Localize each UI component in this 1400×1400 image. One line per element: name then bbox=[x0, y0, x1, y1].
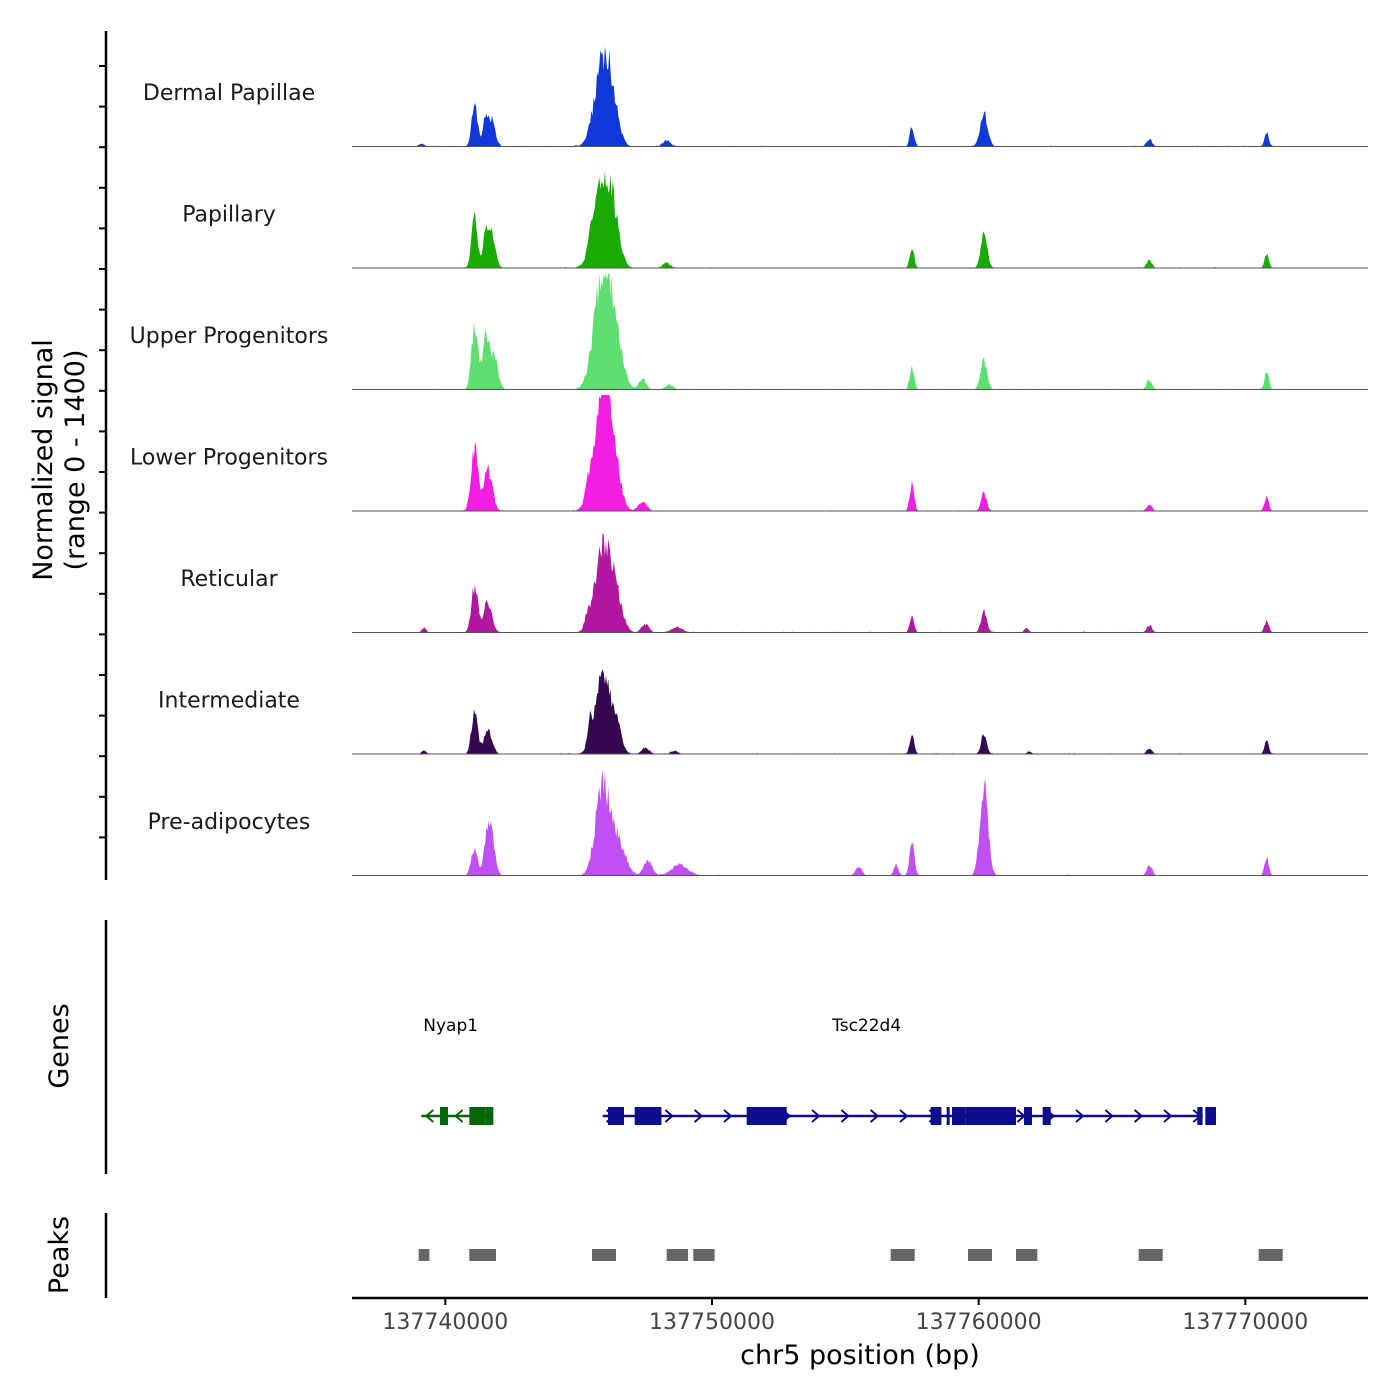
track-2: Papillary bbox=[182, 170, 1368, 269]
gene-label: Tsc22d4 bbox=[831, 1016, 901, 1036]
strand-arrow bbox=[454, 1109, 464, 1123]
genes-track: Nyap1 Tsc22d4 bbox=[421, 1016, 1216, 1125]
position-tick-label: 137750000 bbox=[649, 1310, 775, 1335]
track-label: Dermal Papillae bbox=[143, 81, 315, 106]
peaks-axis-title: Peaks bbox=[44, 1216, 75, 1294]
strand-arrow bbox=[1134, 1109, 1144, 1123]
strand-arrow bbox=[870, 1109, 880, 1123]
exon-block bbox=[952, 1107, 966, 1125]
track-label: Pre-adipocytes bbox=[148, 810, 311, 835]
strand-arrow bbox=[1163, 1109, 1173, 1123]
exon-block bbox=[965, 1107, 1016, 1125]
position-tick-label: 137760000 bbox=[916, 1310, 1042, 1335]
exon-block bbox=[485, 1107, 494, 1125]
exon-block bbox=[746, 1107, 787, 1125]
track-7: Pre-adipocytes bbox=[148, 768, 1368, 876]
peak-region bbox=[469, 1249, 496, 1261]
exon-block bbox=[1024, 1107, 1032, 1125]
track-label: Papillary bbox=[182, 203, 276, 228]
strand-arrow bbox=[840, 1109, 850, 1123]
strand-arrow bbox=[899, 1109, 909, 1123]
exon-block bbox=[440, 1107, 448, 1125]
coverage-area bbox=[352, 768, 1368, 876]
coverage-area bbox=[352, 395, 1368, 511]
strand-arrow bbox=[694, 1109, 704, 1123]
peaks-track bbox=[418, 1249, 1283, 1261]
peak-region bbox=[968, 1249, 992, 1261]
y-axis-title-line1: Normalized signal bbox=[28, 339, 59, 581]
track-label: Lower Progenitors bbox=[130, 446, 328, 471]
gene-nyap1: Nyap1 bbox=[421, 1016, 494, 1125]
peak-region bbox=[592, 1249, 616, 1261]
strand-arrow bbox=[1075, 1109, 1085, 1123]
gene-tsc22d4: Tsc22d4 bbox=[602, 1016, 1216, 1125]
coverage-area bbox=[352, 273, 1368, 390]
track-4: Lower Progenitors bbox=[130, 395, 1368, 512]
track-3: Upper Progenitors bbox=[130, 273, 1368, 390]
exon-block bbox=[946, 1107, 950, 1125]
peak-region bbox=[890, 1249, 915, 1261]
peak-region bbox=[666, 1249, 688, 1261]
track-label: Intermediate bbox=[158, 689, 300, 714]
strand-arrow bbox=[811, 1109, 821, 1123]
strand-arrow bbox=[1104, 1109, 1114, 1123]
peak-region bbox=[693, 1249, 715, 1261]
track-1: Dermal Papillae bbox=[143, 46, 1368, 147]
x-axis-title: chr5 position (bp) bbox=[740, 1340, 980, 1371]
peak-region bbox=[418, 1249, 430, 1261]
genes-axis-title: Genes bbox=[44, 1003, 75, 1088]
position-tick-label: 137740000 bbox=[382, 1310, 508, 1335]
exon-block bbox=[469, 1107, 486, 1125]
gene-label: Nyap1 bbox=[423, 1016, 478, 1036]
track-6: Intermediate bbox=[158, 669, 1368, 755]
exon-block bbox=[1197, 1107, 1203, 1125]
exon-block bbox=[930, 1107, 942, 1125]
exon-block bbox=[1205, 1107, 1216, 1125]
peak-region bbox=[1258, 1249, 1283, 1261]
peak-region bbox=[1138, 1249, 1163, 1261]
coverage-area bbox=[352, 46, 1368, 147]
signal-axis bbox=[99, 31, 108, 880]
exon-block bbox=[1042, 1107, 1051, 1125]
track-5: Reticular bbox=[180, 533, 1368, 633]
coverage-area bbox=[352, 533, 1368, 633]
position-axis: 137740000 137750000 137760000 137770000 bbox=[352, 1296, 1368, 1335]
exon-block bbox=[608, 1107, 624, 1125]
strand-arrow bbox=[424, 1109, 434, 1123]
position-tick-label: 137770000 bbox=[1182, 1310, 1308, 1335]
exon-block bbox=[634, 1107, 662, 1125]
peak-region bbox=[1016, 1249, 1038, 1261]
track-label: Upper Progenitors bbox=[130, 324, 329, 349]
coverage-area bbox=[352, 669, 1368, 754]
strand-arrow bbox=[664, 1109, 674, 1123]
strand-arrow bbox=[723, 1109, 733, 1123]
track-label: Reticular bbox=[180, 567, 278, 592]
coverage-tracks: Dermal Papillae Papillary Upper Progenitor… bbox=[130, 46, 1368, 876]
coverage-area bbox=[352, 170, 1368, 268]
y-axis-title-line2: (range 0 - 1400) bbox=[60, 350, 91, 571]
